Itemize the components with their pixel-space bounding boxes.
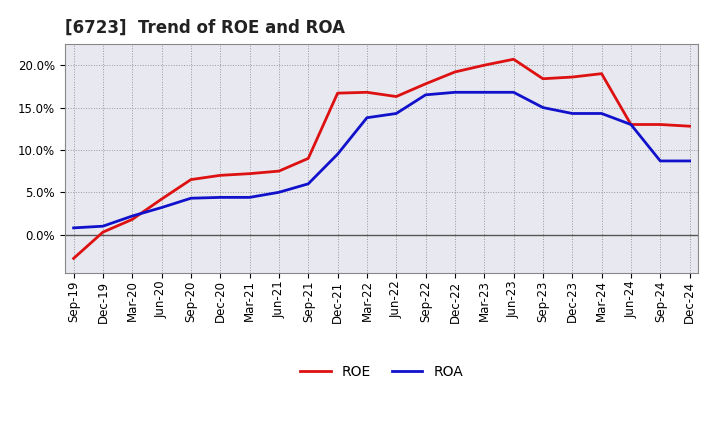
ROE [216,173,225,178]
ROA [363,115,372,121]
Line: ROA: ROA [73,92,690,228]
ROE [451,70,459,75]
ROE [392,94,400,99]
ROA [186,196,195,201]
ROA [246,195,254,200]
ROA [157,205,166,210]
ROA [656,158,665,164]
ROE [186,177,195,182]
ROE [480,62,489,68]
ROA [304,181,312,187]
ROA [392,111,400,116]
ROA [568,111,577,116]
ROA [333,151,342,157]
ROE [304,156,312,161]
ROE [626,122,635,127]
ROE [509,57,518,62]
ROE [685,124,694,129]
ROA [274,190,283,195]
ROE [246,171,254,176]
ROA [216,195,225,200]
ROE [656,122,665,127]
ROE [363,90,372,95]
ROE [69,256,78,261]
ROE [568,74,577,80]
ROA [451,90,459,95]
ROE [333,91,342,96]
ROE [598,71,606,76]
ROA [685,158,694,164]
ROA [421,92,430,98]
Text: [6723]  Trend of ROE and ROA: [6723] Trend of ROE and ROA [65,19,345,37]
ROA [509,90,518,95]
ROA [99,224,107,229]
ROA [128,213,137,219]
ROA [598,111,606,116]
ROA [480,90,489,95]
ROE [99,230,107,235]
ROA [539,105,547,110]
ROE [128,217,137,222]
ROA [69,225,78,231]
ROE [421,81,430,87]
Line: ROE: ROE [73,59,690,258]
Legend: ROE, ROA: ROE, ROA [294,360,469,385]
ROE [157,196,166,202]
ROE [539,76,547,81]
ROE [274,169,283,174]
ROA [626,122,635,127]
